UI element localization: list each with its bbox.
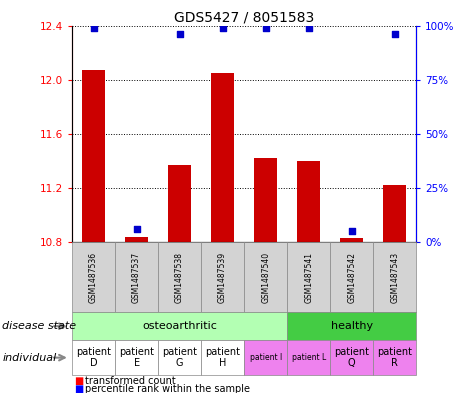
Text: patient L: patient L	[292, 353, 326, 362]
Bar	[373, 242, 416, 312]
Text: healthy: healthy	[331, 321, 373, 331]
Bar	[287, 312, 416, 340]
Point	[305, 24, 312, 31]
Text: patient
R: patient R	[377, 347, 412, 368]
Text: GSM1487539: GSM1487539	[218, 252, 227, 303]
Text: GSM1487538: GSM1487538	[175, 252, 184, 303]
Bar	[254, 158, 278, 242]
Bar	[115, 242, 158, 312]
Text: ■: ■	[74, 384, 84, 393]
Text: percentile rank within the sample: percentile rank within the sample	[85, 384, 250, 393]
Point	[262, 24, 269, 31]
Point	[90, 24, 97, 31]
Bar	[373, 340, 416, 375]
Text: patient
H: patient H	[205, 347, 240, 368]
Bar	[72, 340, 115, 375]
Bar	[244, 340, 287, 375]
Bar	[201, 340, 244, 375]
Text: patient
Q: patient Q	[334, 347, 369, 368]
Point	[133, 226, 140, 232]
Bar	[340, 238, 364, 242]
Title: GDS5427 / 8051583: GDS5427 / 8051583	[174, 10, 314, 24]
Text: GSM1487543: GSM1487543	[390, 252, 399, 303]
Bar	[72, 242, 115, 312]
Bar	[211, 73, 234, 242]
Text: individual: individual	[2, 353, 57, 363]
Point	[219, 24, 226, 31]
Text: patient
E: patient E	[119, 347, 154, 368]
Text: GSM1487542: GSM1487542	[347, 252, 356, 303]
Bar	[82, 70, 106, 242]
Bar	[287, 340, 330, 375]
Bar	[330, 340, 373, 375]
Text: disease state: disease state	[2, 321, 76, 331]
Text: patient
D: patient D	[76, 347, 111, 368]
Bar	[158, 340, 201, 375]
Point	[391, 31, 399, 37]
Bar	[201, 242, 244, 312]
Bar	[297, 161, 320, 242]
Text: GSM1487540: GSM1487540	[261, 252, 270, 303]
Text: GSM1487536: GSM1487536	[89, 252, 98, 303]
Point	[348, 228, 355, 234]
Bar	[330, 242, 373, 312]
Bar	[244, 242, 287, 312]
Bar	[72, 312, 287, 340]
Bar	[115, 340, 158, 375]
Text: osteoarthritic: osteoarthritic	[142, 321, 217, 331]
Bar	[287, 242, 330, 312]
Bar	[158, 242, 201, 312]
Text: ■: ■	[74, 376, 84, 386]
Bar	[168, 165, 192, 242]
Bar	[125, 237, 148, 242]
Text: patient
G: patient G	[162, 347, 197, 368]
Point	[176, 31, 183, 37]
Text: GSM1487541: GSM1487541	[304, 252, 313, 303]
Text: transformed count: transformed count	[85, 376, 176, 386]
Bar	[383, 185, 406, 242]
Text: patient I: patient I	[250, 353, 282, 362]
Text: GSM1487537: GSM1487537	[132, 252, 141, 303]
